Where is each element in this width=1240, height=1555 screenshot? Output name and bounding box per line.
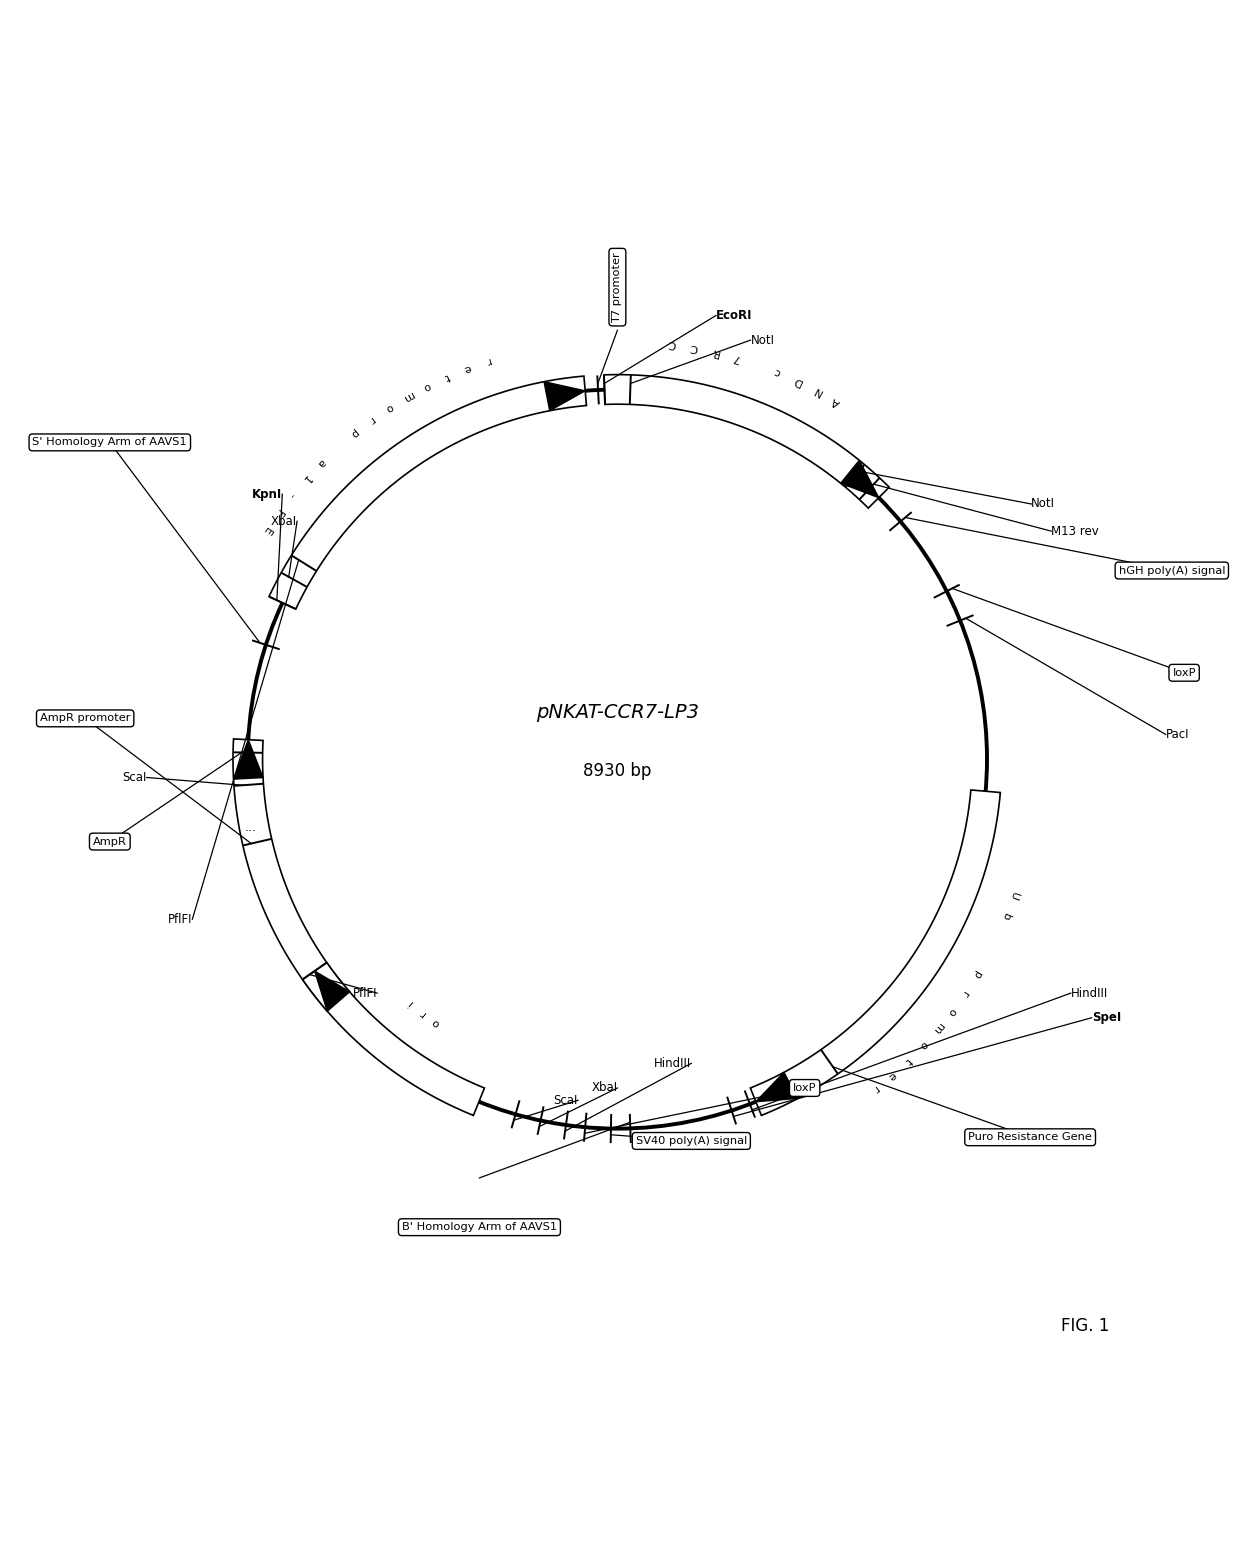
Text: PflFI: PflFI [167, 913, 192, 925]
Text: m: m [401, 389, 415, 403]
Text: SV40 poly(A) signal: SV40 poly(A) signal [636, 1137, 746, 1146]
Text: b: b [999, 911, 1012, 921]
Text: SpeI: SpeI [1091, 1011, 1121, 1025]
Text: loxP: loxP [1172, 667, 1195, 678]
Text: A: A [831, 395, 842, 407]
Text: FIG. 1: FIG. 1 [1061, 1317, 1110, 1334]
Text: PflFI: PflFI [352, 986, 377, 1000]
Text: r: r [484, 355, 492, 365]
Text: t: t [443, 372, 451, 383]
Text: r: r [418, 1008, 428, 1019]
Text: o: o [430, 1017, 441, 1029]
Text: r: r [960, 989, 970, 998]
Text: XbaI: XbaI [591, 1081, 618, 1095]
Text: loxP: loxP [792, 1082, 816, 1093]
Text: o: o [918, 1039, 930, 1051]
Polygon shape [269, 376, 587, 610]
Text: AmpR: AmpR [93, 837, 126, 846]
Text: E: E [260, 526, 273, 536]
Text: AmpR promoter: AmpR promoter [40, 714, 130, 723]
Text: C: C [689, 342, 698, 353]
Text: F: F [273, 507, 284, 518]
Text: 1: 1 [300, 473, 312, 485]
Text: Puro Resistance Gene: Puro Resistance Gene [968, 1132, 1092, 1143]
Text: ScaI: ScaI [123, 771, 146, 784]
Text: t: t [903, 1056, 914, 1065]
Polygon shape [750, 790, 1001, 1115]
Text: o: o [946, 1006, 959, 1017]
Text: p: p [971, 969, 982, 980]
Text: ...: ... [246, 821, 257, 833]
Text: r: r [870, 1084, 880, 1095]
Text: o: o [383, 401, 394, 414]
Text: 8930 bp: 8930 bp [583, 762, 651, 781]
Text: r: r [366, 415, 376, 426]
Polygon shape [303, 963, 485, 1115]
Polygon shape [233, 740, 263, 779]
Text: c: c [773, 367, 782, 378]
Polygon shape [756, 1073, 797, 1101]
Text: D: D [792, 375, 804, 387]
Text: U: U [1007, 889, 1019, 900]
Polygon shape [544, 381, 585, 411]
Text: hGH poly(A) signal: hGH poly(A) signal [1118, 566, 1225, 575]
Text: N: N [811, 384, 823, 397]
Polygon shape [841, 460, 879, 498]
Text: -: - [286, 491, 298, 501]
Text: C: C [667, 339, 677, 350]
Polygon shape [604, 375, 889, 508]
Text: pNKAT-CCR7-LP3: pNKAT-CCR7-LP3 [536, 703, 699, 722]
Text: m: m [931, 1022, 946, 1036]
Polygon shape [315, 970, 350, 1011]
Text: NotI: NotI [1032, 498, 1055, 510]
Text: ScaI: ScaI [553, 1093, 578, 1107]
Text: S' Homology Arm of AAVS1: S' Homology Arm of AAVS1 [32, 437, 187, 448]
Text: 7: 7 [732, 351, 742, 364]
Text: HindIII: HindIII [1071, 986, 1109, 1000]
Text: R: R [711, 345, 720, 358]
Text: o: o [422, 379, 433, 392]
Text: HindIII: HindIII [653, 1057, 692, 1070]
Text: p: p [348, 428, 360, 440]
Polygon shape [233, 739, 350, 1011]
Text: KpnI: KpnI [252, 488, 283, 501]
Text: XbaI: XbaI [272, 515, 298, 527]
Text: a: a [315, 457, 327, 468]
Text: e: e [463, 362, 472, 373]
Text: B' Homology Arm of AAVS1: B' Homology Arm of AAVS1 [402, 1222, 557, 1232]
Text: M13 rev: M13 rev [1052, 524, 1099, 538]
Text: e: e [887, 1070, 898, 1081]
Text: i: i [405, 998, 414, 1008]
Text: T7 promoter: T7 promoter [613, 252, 622, 322]
Text: EcoRI: EcoRI [715, 309, 753, 322]
Text: NotI: NotI [750, 334, 775, 347]
Text: PacI: PacI [1166, 728, 1189, 740]
